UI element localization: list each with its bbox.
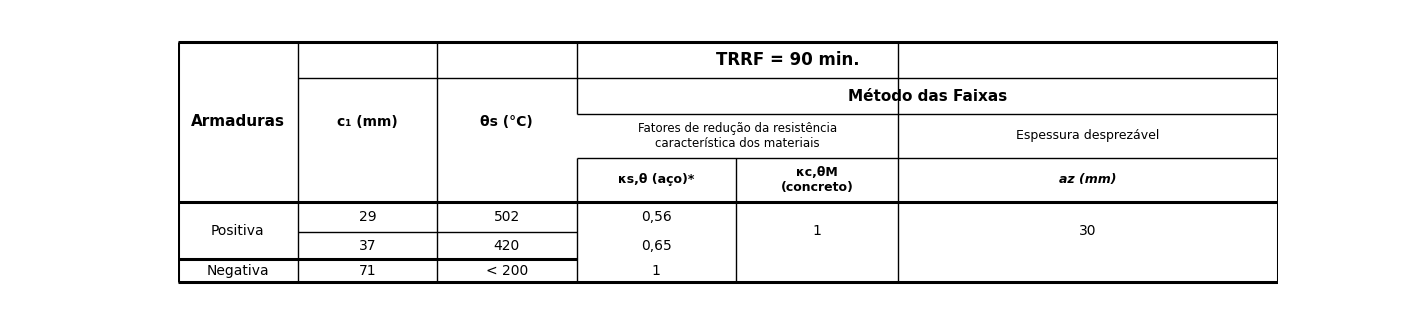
Text: 37: 37 <box>359 239 376 253</box>
Text: 1: 1 <box>812 223 821 237</box>
Text: Armaduras: Armaduras <box>190 115 284 130</box>
Text: 502: 502 <box>494 210 520 224</box>
Text: κs,θ (aço)*: κs,θ (aço)* <box>618 173 694 186</box>
Text: 30: 30 <box>1079 223 1096 237</box>
Text: 71: 71 <box>359 264 376 277</box>
Text: Negativa: Negativa <box>206 264 268 277</box>
Text: Espessura desprezável: Espessura desprezável <box>1017 129 1160 142</box>
Text: 420: 420 <box>494 239 520 253</box>
Text: Método das Faixas: Método das Faixas <box>848 89 1007 104</box>
Text: 0,65: 0,65 <box>640 239 672 253</box>
Text: az (mm): az (mm) <box>1059 173 1118 186</box>
Text: θs (°C): θs (°C) <box>480 115 534 129</box>
Text: Positiva: Positiva <box>210 223 264 237</box>
Text: TRRF = 90 min.: TRRF = 90 min. <box>716 51 859 69</box>
Text: Fatores de redução da resistência
característica dos materiais: Fatores de redução da resistência caract… <box>638 122 836 150</box>
Text: 29: 29 <box>359 210 376 224</box>
Text: c₁ (mm): c₁ (mm) <box>337 115 398 129</box>
Text: < 200: < 200 <box>486 264 528 277</box>
Text: κc,θM
(concreto): κc,θM (concreto) <box>781 166 853 194</box>
Text: 0,56: 0,56 <box>640 210 672 224</box>
Text: 1: 1 <box>652 264 660 277</box>
